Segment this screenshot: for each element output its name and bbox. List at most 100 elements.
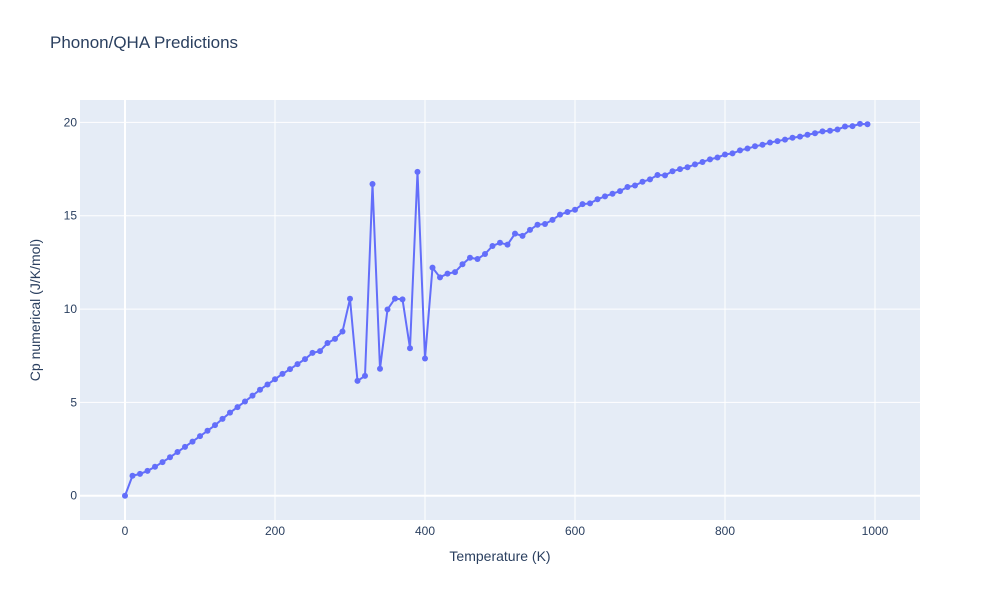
data-point[interactable] <box>204 427 211 434</box>
data-point[interactable] <box>182 443 188 450</box>
data-point[interactable] <box>504 241 511 248</box>
data-point[interactable] <box>677 166 683 173</box>
data-point[interactable] <box>302 356 308 363</box>
data-point[interactable] <box>534 221 541 228</box>
data-point[interactable] <box>497 239 503 246</box>
data-point[interactable] <box>572 206 578 213</box>
data-point[interactable] <box>752 143 758 150</box>
data-point[interactable] <box>369 181 376 187</box>
data-point[interactable] <box>729 150 736 157</box>
data-point[interactable] <box>714 154 721 161</box>
data-point[interactable] <box>519 232 526 239</box>
data-point[interactable] <box>684 164 691 171</box>
data-point[interactable] <box>459 261 466 268</box>
data-point[interactable] <box>849 123 856 130</box>
data-point[interactable] <box>309 349 316 356</box>
data-point[interactable] <box>437 274 443 281</box>
data-point[interactable] <box>542 220 548 227</box>
data-point[interactable] <box>602 193 608 200</box>
data-point[interactable] <box>669 168 676 175</box>
data-point[interactable] <box>812 130 818 137</box>
data-point[interactable] <box>632 182 638 189</box>
data-point[interactable] <box>782 136 788 143</box>
data-point[interactable] <box>429 264 436 271</box>
data-point[interactable] <box>324 340 331 347</box>
data-point[interactable] <box>774 138 781 145</box>
data-point[interactable] <box>272 376 278 383</box>
data-point[interactable] <box>707 156 713 163</box>
data-point[interactable] <box>174 449 181 456</box>
data-point[interactable] <box>257 386 263 393</box>
data-point[interactable] <box>834 126 841 133</box>
data-point[interactable] <box>767 139 773 146</box>
data-point[interactable] <box>759 141 766 148</box>
data-point[interactable] <box>152 463 158 470</box>
data-point[interactable] <box>797 133 803 140</box>
data-point[interactable] <box>699 158 706 165</box>
data-point[interactable] <box>819 128 826 135</box>
data-point[interactable] <box>452 269 458 276</box>
data-point[interactable] <box>857 120 863 127</box>
data-point[interactable] <box>692 161 698 168</box>
data-point[interactable] <box>527 226 533 233</box>
data-point[interactable] <box>789 134 796 141</box>
data-point[interactable] <box>234 404 241 411</box>
data-point[interactable] <box>122 492 128 499</box>
data-point[interactable] <box>482 251 488 257</box>
data-point[interactable] <box>377 365 383 372</box>
data-point[interactable] <box>189 438 196 445</box>
data-point[interactable] <box>639 178 646 185</box>
data-point[interactable] <box>294 361 301 368</box>
data-point[interactable] <box>609 190 616 197</box>
data-point[interactable] <box>197 433 203 440</box>
data-point[interactable] <box>654 172 661 179</box>
data-point[interactable] <box>137 470 143 477</box>
data-point[interactable] <box>737 147 743 154</box>
data-point[interactable] <box>579 201 586 208</box>
data-point[interactable] <box>864 121 871 128</box>
data-point[interactable] <box>587 200 593 207</box>
data-point[interactable] <box>144 467 151 474</box>
data-point[interactable] <box>287 366 293 373</box>
data-point[interactable] <box>624 183 631 190</box>
data-point[interactable] <box>354 377 361 384</box>
data-point[interactable] <box>594 196 601 203</box>
data-point[interactable] <box>564 209 571 215</box>
data-point[interactable] <box>384 306 391 313</box>
data-point[interactable] <box>392 295 398 302</box>
data-point[interactable] <box>159 459 166 466</box>
data-point[interactable] <box>362 372 368 379</box>
data-point[interactable] <box>249 392 256 399</box>
data-point[interactable] <box>512 230 518 237</box>
data-point[interactable] <box>212 422 218 429</box>
data-point[interactable] <box>264 381 271 388</box>
data-point[interactable] <box>414 168 421 175</box>
data-point[interactable] <box>332 335 338 342</box>
data-point[interactable] <box>474 256 481 263</box>
data-point[interactable] <box>842 123 848 130</box>
data-point[interactable] <box>167 454 173 461</box>
data-point[interactable] <box>617 188 623 195</box>
data-point[interactable] <box>317 348 323 355</box>
data-point[interactable] <box>549 216 556 223</box>
data-point[interactable] <box>279 370 286 377</box>
data-point[interactable] <box>347 295 353 302</box>
data-point[interactable] <box>227 409 233 416</box>
data-point[interactable] <box>422 355 428 362</box>
data-point[interactable] <box>647 176 653 183</box>
data-point[interactable] <box>827 127 833 134</box>
data-point[interactable] <box>444 270 451 277</box>
data-point[interactable] <box>339 328 346 335</box>
data-point[interactable] <box>722 151 728 158</box>
data-point[interactable] <box>399 296 406 303</box>
data-point[interactable] <box>489 242 496 249</box>
data-point[interactable] <box>557 211 563 218</box>
data-point[interactable] <box>219 415 226 422</box>
data-point[interactable] <box>804 131 811 138</box>
data-point[interactable] <box>407 345 413 352</box>
data-point[interactable] <box>129 472 136 479</box>
data-point[interactable] <box>467 254 473 261</box>
data-point[interactable] <box>744 145 751 152</box>
data-point[interactable] <box>242 398 248 405</box>
data-point[interactable] <box>662 172 668 179</box>
